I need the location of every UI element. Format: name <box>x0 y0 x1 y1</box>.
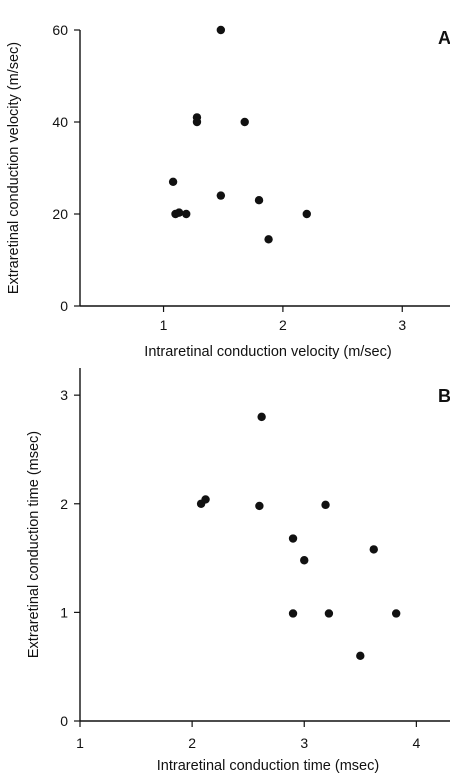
y-tick-label: 20 <box>52 206 68 222</box>
y-tick-label: 2 <box>60 496 68 512</box>
data-point <box>174 208 184 217</box>
data-point <box>356 651 365 661</box>
data-point <box>192 117 202 127</box>
data-point <box>288 534 298 543</box>
data-point <box>254 196 264 205</box>
data-point <box>216 25 226 35</box>
data-point <box>302 209 311 219</box>
y-tick-label: 40 <box>52 114 68 130</box>
data-point <box>168 177 178 186</box>
x-tick-label: 1 <box>160 317 168 333</box>
data-point <box>288 609 298 618</box>
data-point <box>216 191 226 200</box>
x-tick-label: 3 <box>300 735 308 751</box>
data-point <box>391 609 401 618</box>
panel-label: B <box>438 386 450 406</box>
y-axis-label: Extraretinal conduction time (msec) <box>26 431 42 658</box>
data-point <box>255 501 264 511</box>
data-point <box>369 545 378 554</box>
data-point <box>300 556 309 565</box>
y-tick-label: 3 <box>60 387 68 403</box>
data-point <box>264 235 273 244</box>
data-point <box>257 412 266 422</box>
panel-a-plot: 0 20 40 60 1 2 3 Intraretinal conduction veloci… <box>6 22 450 360</box>
x-tick-label: 1 <box>76 735 84 751</box>
y-tick-label: 1 <box>60 604 68 620</box>
data-point <box>321 500 330 510</box>
data-point <box>324 609 334 618</box>
x-tick-label: 2 <box>279 317 287 333</box>
x-axis-label: Intraretinal conduction time (msec) <box>157 758 379 774</box>
y-tick-label: 0 <box>60 298 68 314</box>
data-point <box>182 209 191 219</box>
x-tick-label: 3 <box>398 317 406 333</box>
data-point <box>201 495 210 504</box>
panel-label: A <box>438 28 450 48</box>
y-tick-label: 60 <box>52 22 68 38</box>
y-axis-label: Extraretinal conduction velocity (m/sec) <box>6 42 22 294</box>
x-tick-label: 4 <box>412 735 420 751</box>
x-tick-label: 2 <box>188 735 196 751</box>
x-axis-label: Intraretinal conduction velocity (m/sec) <box>144 344 391 360</box>
data-point <box>240 117 249 127</box>
y-tick-label: 0 <box>60 713 68 729</box>
